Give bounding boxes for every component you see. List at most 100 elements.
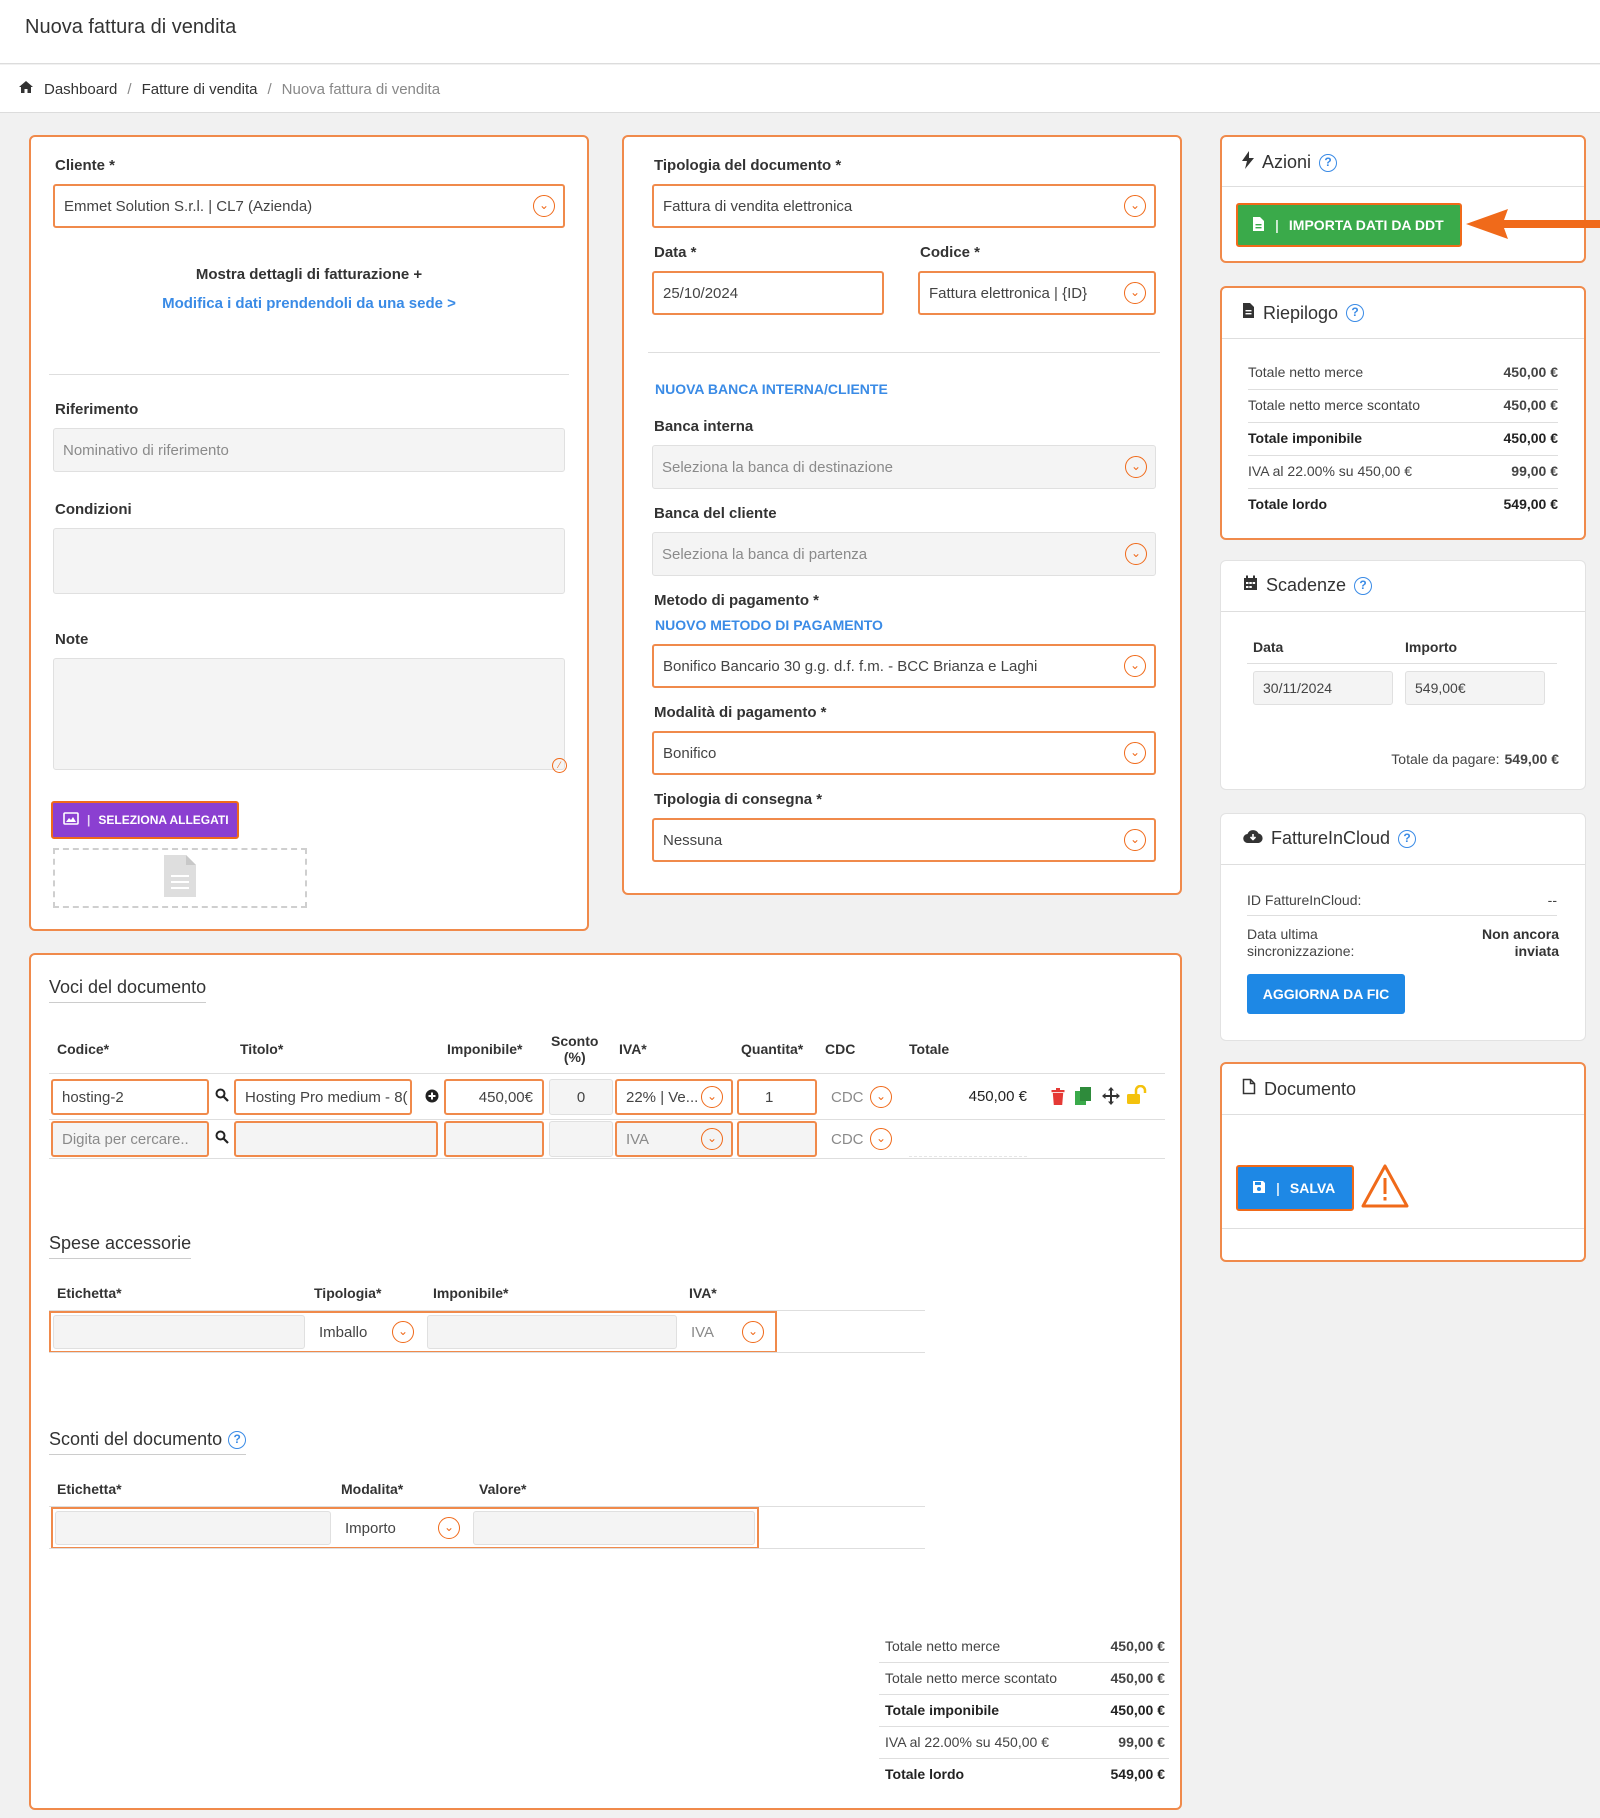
row1-sconto-input[interactable]: 0 [549, 1079, 613, 1115]
row2-sconto-input[interactable] [549, 1121, 613, 1157]
move-icon[interactable] [1102, 1087, 1120, 1109]
divider [49, 1119, 1165, 1120]
fic-sync-value: Non ancora inviata [1481, 926, 1559, 959]
help-icon[interactable]: ? [228, 1430, 247, 1449]
help-icon[interactable]: ? [1346, 304, 1365, 322]
divider [1222, 338, 1584, 339]
help-icon[interactable]: ? [1319, 153, 1338, 172]
search-icon[interactable] [215, 1088, 229, 1106]
attachment-dropzone[interactable] [53, 848, 307, 908]
select-attachments-button[interactable]: | SELEZIONA ALLEGATI [51, 801, 239, 839]
riepilogo-row: Totale lordo 549,00 € [1248, 496, 1558, 512]
divider [49, 374, 569, 375]
sconti-etichetta-input[interactable] [55, 1511, 331, 1545]
chevron-down-icon: ⌄ [533, 195, 555, 217]
top-bar: Nuova fattura di vendita [0, 0, 1600, 64]
images-icon [63, 812, 79, 828]
breadcrumb-dashboard[interactable]: Dashboard [44, 80, 118, 98]
scadenza-importo-input[interactable]: 549,00€ [1405, 671, 1545, 705]
tipologia-select[interactable]: Fattura di vendita elettronica ⌄ [652, 184, 1156, 228]
breadcrumb-separator: / [267, 80, 272, 98]
row1-quantita-input[interactable]: 1 [737, 1079, 817, 1115]
file-icon [1252, 216, 1265, 235]
spese-iva-select[interactable]: IVA ⌄ [681, 1315, 773, 1349]
row2-titolo-input[interactable] [234, 1121, 438, 1157]
azioni-card: Azioni ? | IMPORTA DATI DA DDT [1220, 135, 1586, 263]
divider [1248, 455, 1558, 456]
consegna-select[interactable]: Nessuna ⌄ [652, 818, 1156, 862]
voci-title: Voci del documento [49, 977, 207, 1003]
row2-imponibile-input[interactable] [444, 1121, 544, 1157]
row1-cdc-select[interactable]: CDC ⌄ [821, 1079, 901, 1115]
condizioni-textarea[interactable] [53, 528, 565, 594]
divider [49, 1073, 1165, 1074]
divider [1222, 186, 1584, 187]
chevron-down-icon: ⌄ [870, 1128, 892, 1150]
spese-tipologia-select[interactable]: Imballo ⌄ [309, 1315, 423, 1349]
trash-icon[interactable] [1051, 1088, 1065, 1109]
totali-row: Totale netto merce 450,00 € [885, 1638, 1165, 1654]
chevron-down-icon: ⌄ [870, 1086, 892, 1108]
note-textarea[interactable]: ⁄ [53, 658, 567, 773]
row2-quantita-input[interactable] [737, 1121, 817, 1157]
row2-cdc-select[interactable]: CDC ⌄ [821, 1121, 901, 1157]
sconti-modalita-select[interactable]: Importo ⌄ [335, 1511, 469, 1545]
data-input[interactable]: 25/10/2024 [652, 271, 884, 315]
resize-handle-icon[interactable]: ⁄ [552, 758, 567, 773]
breadcrumb-fatture[interactable]: Fatture di vendita [141, 80, 258, 98]
chevron-down-icon: ⌄ [1124, 195, 1146, 217]
sconti-row: Importo ⌄ [51, 1507, 759, 1549]
help-icon[interactable]: ? [1354, 576, 1373, 595]
col-codice: Codice* [57, 1041, 110, 1057]
page-title: Nuova fattura di vendita [25, 16, 237, 38]
home-icon[interactable] [18, 80, 34, 98]
plus-circle-icon[interactable] [425, 1089, 439, 1107]
sconti-valore-input[interactable] [473, 1511, 755, 1545]
row1-titolo-input[interactable]: Hosting Pro medium - 8( [234, 1079, 412, 1115]
riepilogo-row: IVA al 22.00% su 450,00 €99,00 € [1248, 463, 1558, 479]
spese-imponibile-input[interactable] [427, 1315, 677, 1349]
banca-cliente-select[interactable]: Seleziona la banca di partenza ⌄ [652, 532, 1156, 576]
row1-iva-select[interactable]: 22% | Ve... ⌄ [615, 1079, 733, 1115]
codice-select[interactable]: Fattura elettronica | {ID} ⌄ [918, 271, 1156, 315]
row2-codice-input[interactable]: Digita per cercare.. [51, 1121, 209, 1157]
sconti-title-text: Sconti del documento [49, 1429, 223, 1449]
banca-interna-select[interactable]: Seleziona la banca di destinazione ⌄ [652, 445, 1156, 489]
documento-title-text: Documento [1264, 1078, 1357, 1099]
import-ddt-button[interactable]: | IMPORTA DATI DA DDT [1236, 203, 1462, 247]
consegna-value: Nessuna [663, 831, 723, 849]
unlock-icon[interactable] [1127, 1084, 1147, 1109]
divider [49, 1352, 925, 1353]
col-iva: IVA* [619, 1041, 647, 1057]
edit-from-site-link[interactable]: Modifica i dati prendendoli da una sede … [162, 295, 456, 312]
row2-cdc-value: CDC [831, 1130, 864, 1148]
row1-codice-input[interactable]: hosting-2 [51, 1079, 209, 1115]
chevron-down-icon: ⌄ [438, 1517, 460, 1539]
help-icon[interactable]: ? [1398, 829, 1417, 848]
file-text-icon [1242, 302, 1255, 324]
search-icon[interactable] [215, 1130, 229, 1148]
scadenza-data-input[interactable]: 30/11/2024 [1253, 671, 1393, 705]
riferimento-input[interactable]: Nominativo di riferimento [53, 428, 565, 472]
copy-icon[interactable] [1075, 1087, 1091, 1109]
data-label: Data * [654, 244, 697, 261]
documento-card: Documento | SALVA [1220, 1062, 1586, 1262]
bolt-icon [1242, 151, 1254, 174]
riepilogo-title: Riepilogo ? [1242, 302, 1365, 324]
riepilogo-card: Riepilogo ? Totale netto merce 450,00 € T… [1220, 286, 1586, 540]
modalita-select[interactable]: Bonifico ⌄ [652, 731, 1156, 775]
cliente-select[interactable]: Emmet Solution S.r.l. | CL7 (Azienda) ⌄ [53, 184, 565, 228]
chevron-down-icon: ⌄ [742, 1321, 764, 1343]
breadcrumb-current: Nuova fattura di vendita [281, 80, 441, 98]
row2-iva-select[interactable]: IVA ⌄ [615, 1121, 733, 1157]
metodo-select[interactable]: Bonifico Bancario 30 g.g. d.f. f.m. - BC… [652, 644, 1156, 688]
spese-etichetta-input[interactable] [53, 1315, 305, 1349]
update-from-fic-button[interactable]: AGGIORNA DA FIC [1247, 974, 1405, 1014]
show-billing-details[interactable]: Mostra dettagli di fatturazione + [195, 266, 423, 283]
save-button[interactable]: | SALVA [1236, 1165, 1354, 1211]
new-bank-link[interactable]: NUOVA BANCA INTERNA/CLIENTE [655, 381, 888, 397]
row1-imponibile-input[interactable]: 450,00€ [444, 1079, 544, 1115]
riepilogo-title-text: Riepilogo [1263, 302, 1339, 323]
sconti-col-modalita: Modalita* [341, 1481, 404, 1497]
new-payment-method-link[interactable]: NUOVO METODO DI PAGAMENTO [655, 617, 883, 633]
